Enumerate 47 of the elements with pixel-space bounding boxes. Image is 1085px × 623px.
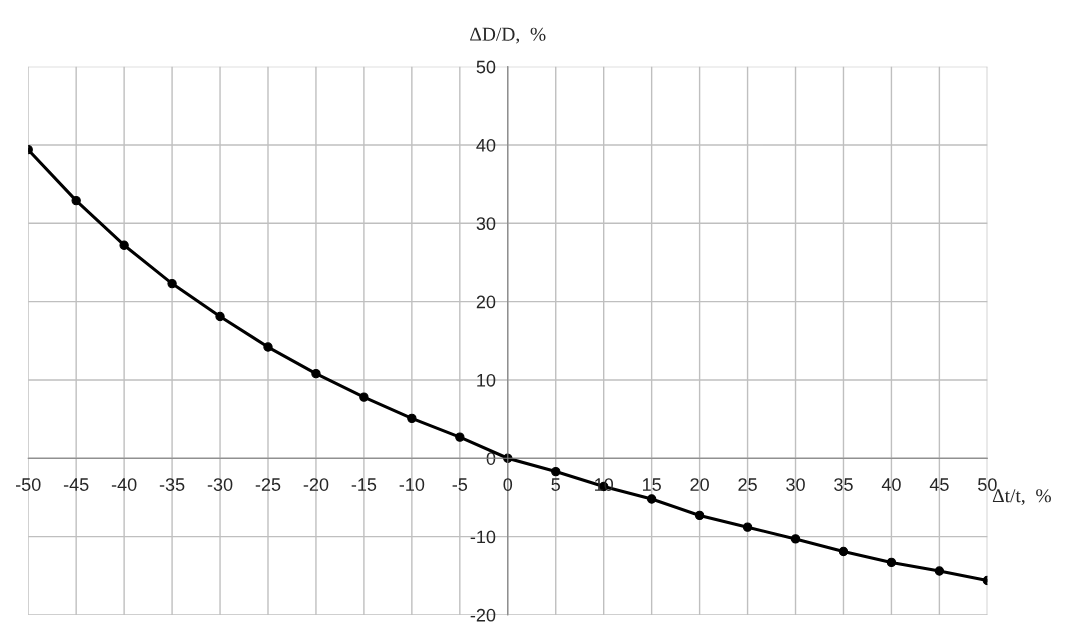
x-tick-label: -50 (15, 478, 41, 491)
x-axis-title: Δt/t, % (992, 489, 1051, 506)
point (215, 311, 225, 322)
point (790, 534, 801, 544)
x-tick-label: 5 (551, 478, 560, 491)
x-tick-label: 35 (834, 478, 853, 491)
point (359, 392, 369, 402)
point (838, 546, 849, 557)
x-tick-label: -10 (399, 478, 425, 491)
x-tick-label: 40 (881, 478, 901, 491)
point (263, 342, 273, 352)
x-tick-label: -15 (351, 478, 377, 491)
point (407, 413, 417, 423)
point (551, 466, 561, 477)
x-tick-label: 45 (929, 478, 949, 491)
point (886, 557, 897, 568)
x-tick-label: 30 (786, 478, 805, 491)
x-tick-label: 25 (738, 478, 757, 491)
x-tick-label: 50 (978, 478, 997, 491)
x-tick-label: 20 (690, 478, 709, 491)
point (694, 510, 705, 521)
x-tick-label: -20 (303, 478, 329, 491)
x-tick-label: -30 (207, 478, 233, 491)
y-tick-label: 10 (477, 373, 496, 387)
y-axis-title: ΔD/D, % (470, 27, 546, 44)
x-tick-label: -45 (63, 478, 89, 491)
point (742, 522, 753, 532)
point (71, 195, 81, 206)
y-tick-label: 20 (476, 295, 496, 309)
point (311, 368, 321, 379)
x-tick-label: -35 (159, 478, 185, 491)
x-tick-label: 15 (642, 478, 661, 491)
y-tick-label: 30 (476, 217, 496, 231)
y-tick-label: 50 (476, 60, 496, 74)
y-tick-label: -10 (470, 530, 496, 544)
point (934, 566, 945, 576)
y-tick-label: 40 (476, 138, 496, 152)
x-tick-label: -25 (255, 478, 281, 491)
point (167, 278, 177, 289)
x-tick-label: 0 (503, 478, 513, 491)
y-tick-label: -20 (470, 608, 496, 622)
point (455, 432, 465, 442)
point (119, 240, 129, 250)
x-tick-label: -5 (452, 478, 468, 491)
point (646, 494, 657, 504)
y-tick-label: 0 (486, 452, 496, 465)
x-tick-label: -40 (111, 478, 137, 491)
